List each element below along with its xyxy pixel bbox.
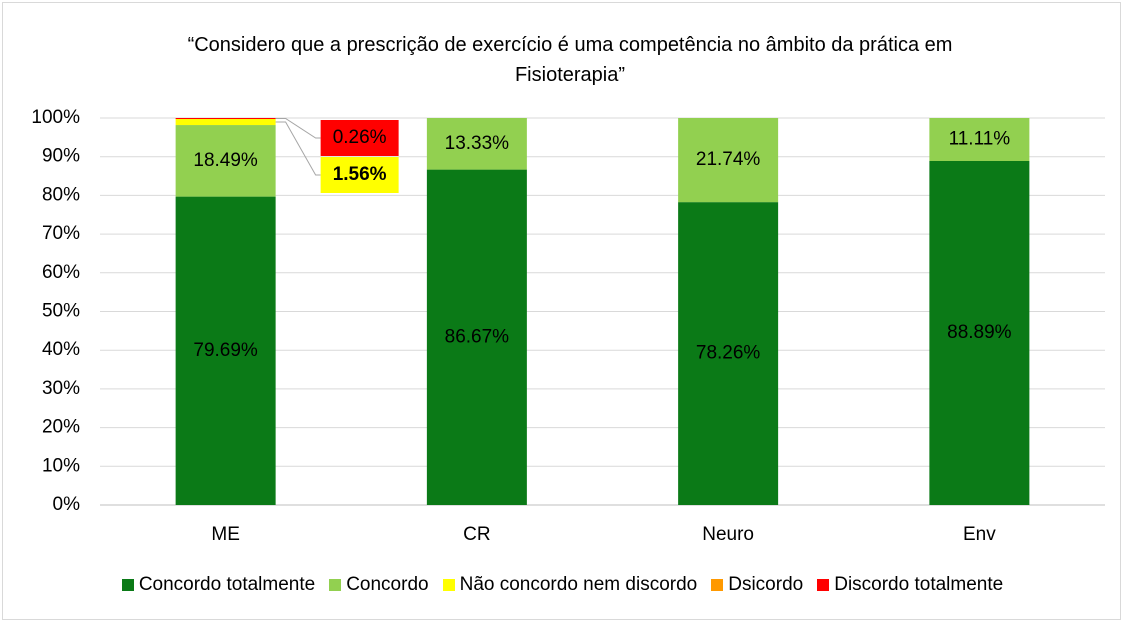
data-label: 86.67%	[445, 326, 510, 347]
bar-segment	[678, 202, 779, 506]
data-label: 18.49%	[193, 150, 258, 171]
legend-label: Dsicordo	[728, 574, 804, 595]
legend-item: Não concordo nem discordo	[442, 574, 698, 596]
leader-line	[275, 118, 321, 139]
legend-item: Concordo	[329, 574, 429, 596]
bar-segment	[175, 125, 276, 197]
data-label: 1.56%	[333, 164, 387, 185]
bar-segment	[426, 169, 527, 505]
legend-swatch	[711, 579, 724, 591]
y-tick-label: 60%	[42, 262, 80, 283]
x-tick-label: Env	[963, 524, 996, 545]
legend-item: Concordo totalmente	[121, 574, 316, 596]
bar-segment	[929, 160, 1030, 505]
y-tick-label: 0%	[53, 494, 81, 515]
bar-segment	[175, 118, 276, 120]
legend-label: Discordo totalmente	[834, 574, 1004, 595]
legend-label: Concordo totalmente	[138, 574, 316, 595]
y-tick-label: 30%	[42, 378, 80, 399]
legend-item: Dsicordo	[711, 574, 803, 596]
legend: Concordo totalmente Concordo Não concordo …	[0, 574, 1125, 596]
y-tick-label: 10%	[42, 455, 80, 476]
data-label: 21.74%	[696, 149, 761, 170]
y-tick-label: 40%	[42, 339, 80, 360]
data-label: 79.69%	[193, 340, 258, 361]
legend-swatch	[329, 579, 342, 591]
data-label: 11.11%	[949, 129, 1011, 150]
data-label: 78.26%	[696, 343, 761, 364]
bar-segment	[175, 196, 276, 505]
x-tick-label: ME	[211, 524, 240, 545]
legend-label: Concordo	[346, 574, 429, 595]
bar-segment	[426, 118, 527, 170]
bar-segment	[175, 119, 276, 126]
leader-line	[275, 121, 321, 176]
y-tick-label: 70%	[42, 223, 80, 244]
data-label: 0.26%	[333, 127, 387, 148]
y-tick-label: 100%	[31, 107, 80, 128]
legend-swatch	[442, 579, 455, 591]
y-tick-label: 80%	[42, 184, 80, 205]
data-label: 13.33%	[445, 133, 510, 154]
bar-segment	[929, 118, 1030, 161]
legend-swatch	[817, 579, 830, 591]
legend-item: Discordo totalmente	[817, 574, 1003, 596]
chart-title: “Considero que a prescrição de exercício…	[187, 34, 953, 86]
y-tick-label: 20%	[42, 417, 80, 438]
data-label: 88.89%	[947, 322, 1012, 343]
x-tick-label: CR	[463, 524, 490, 545]
y-tick-label: 90%	[42, 146, 80, 167]
y-tick-label: 50%	[42, 301, 80, 322]
legend-swatch	[121, 579, 134, 591]
x-tick-label: Neuro	[702, 524, 754, 545]
legend-label: Não concordo nem discordo	[459, 574, 698, 595]
bar-segment	[678, 118, 779, 203]
callout-box	[320, 120, 399, 156]
callout-box	[320, 157, 399, 193]
